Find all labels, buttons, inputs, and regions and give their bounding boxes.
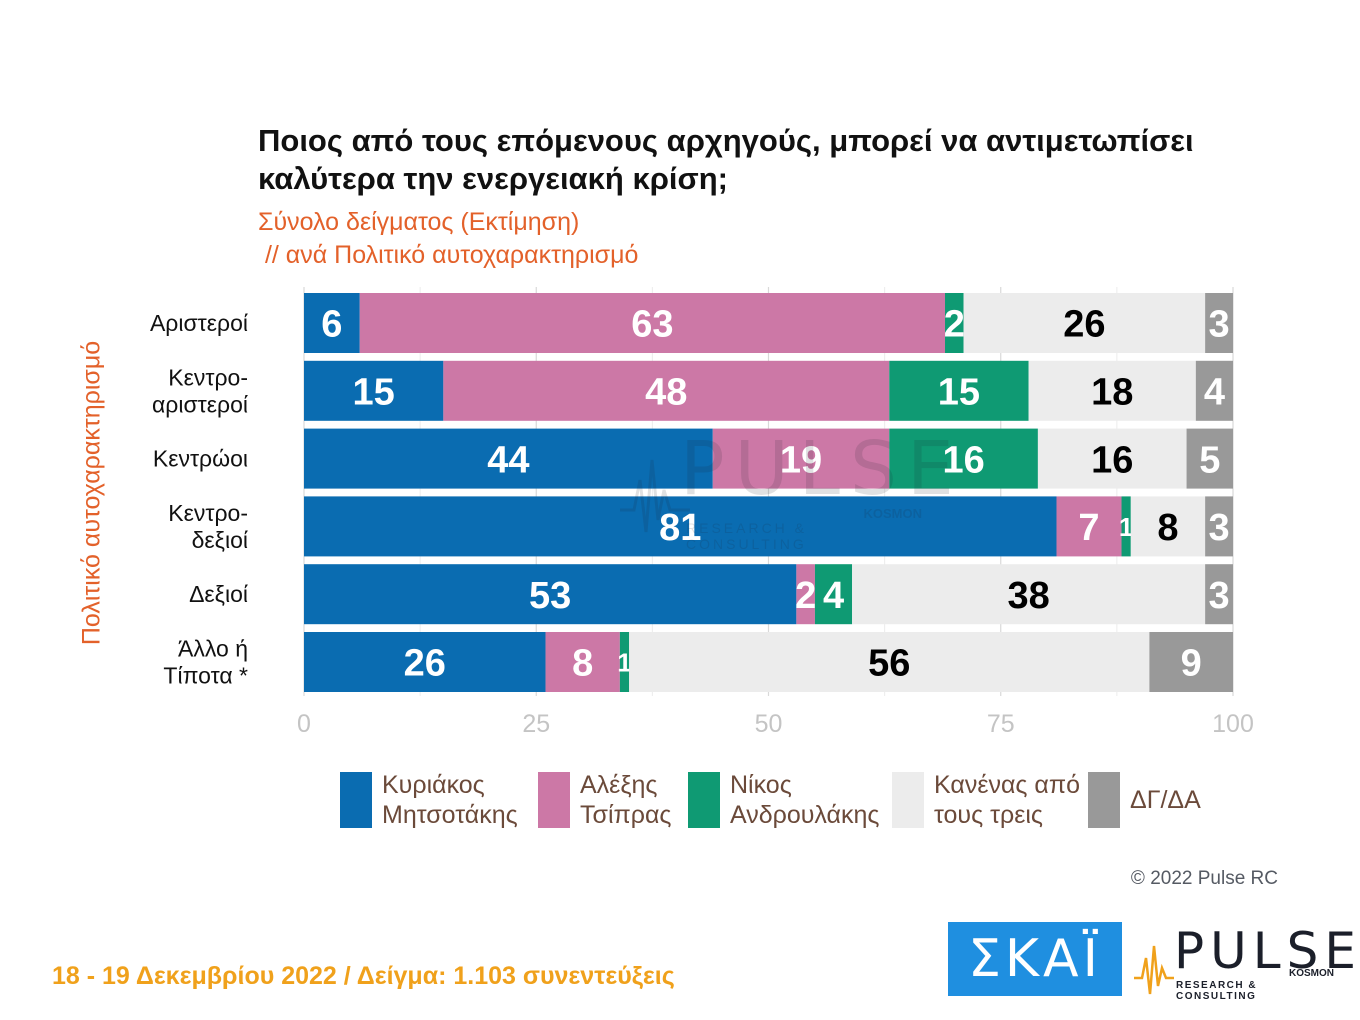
legend-label: Νίκος Ανδρουλάκης (730, 771, 880, 829)
bar-segment (1205, 496, 1233, 557)
x-tick-label: 25 (522, 710, 550, 738)
bar-segment (304, 496, 1057, 557)
bar-segment (1205, 293, 1233, 353)
bar-value-label: 16 (942, 439, 984, 481)
bar-value-label: 18 (1091, 371, 1133, 413)
bar-segment (1186, 428, 1233, 489)
pulse-wave-icon (1134, 945, 1174, 995)
bar-segment (814, 564, 853, 625)
bar-value-label: 63 (631, 304, 673, 346)
bar-segment (359, 293, 946, 353)
bar-segment (304, 632, 546, 692)
subtitle-line-2: // ανά Πολιτικό αυτοχαρακτηρισμό (258, 241, 639, 269)
chart-title: Ποιος από τους επόμενους αρχηγούς, μπορε… (258, 123, 1194, 196)
x-tick-label: 100 (1212, 710, 1254, 738)
bar-segment (619, 632, 630, 692)
bar-value-label: 8 (572, 643, 593, 685)
bar-segment (889, 360, 1029, 421)
bar-value-label: 1 (617, 647, 631, 677)
legend-swatch (1088, 772, 1120, 828)
legend-label: Κανένας από τους τρεις (934, 771, 1081, 829)
bar-segment (945, 293, 964, 353)
x-tick-label: 50 (755, 710, 783, 738)
pulse-kosmon: KOSMON (1289, 968, 1334, 979)
bar-segment (304, 428, 713, 489)
bar-segment (1121, 496, 1131, 557)
category-label: Δεξιοί (189, 581, 248, 607)
bar-value-label: 7 (1078, 507, 1099, 549)
bar-segment (304, 360, 444, 421)
bar-value-label: 26 (1063, 304, 1105, 346)
bar-value-label: 26 (404, 643, 446, 685)
pulse-subtitle: RESEARCH & CONSULTING (1176, 980, 1258, 1002)
bar-value-label: 19 (780, 439, 822, 481)
bar-value-label: 4 (1204, 371, 1225, 413)
bar-segment (852, 564, 1206, 625)
bar-value-label: 44 (487, 439, 529, 481)
legend-swatch (688, 772, 720, 828)
subtitle-line-1: Σύνολο δείγματος (Εκτίμηση) (258, 208, 580, 236)
bar-value-label: 56 (868, 643, 910, 685)
bar-value-label: 38 (1007, 575, 1049, 617)
skai-logo: ΣΚΑΪ (948, 922, 1122, 996)
legend-label: ΔΓ/ΔΑ (1130, 786, 1201, 814)
bar-segment (1028, 360, 1196, 421)
chart-subtitle: Σύνολο δείγματος (Εκτίμηση) // ανά Πολιτ… (258, 206, 638, 272)
bar-segment (629, 632, 1150, 692)
bar-segment (889, 428, 1038, 489)
bar-segment (1056, 496, 1122, 557)
bar-segment (712, 428, 890, 489)
bar-segment (796, 564, 815, 625)
bar-value-label: 15 (938, 371, 980, 413)
legend-label: Αλέξης Τσίπρας (580, 771, 672, 829)
bar-value-label: 15 (353, 371, 395, 413)
bar-segment (1205, 564, 1233, 625)
x-tick-label: 75 (987, 710, 1015, 738)
bar-value-label: 16 (1091, 439, 1133, 481)
bar-value-label: 3 (1208, 507, 1229, 549)
bar-value-label: 3 (1208, 575, 1229, 617)
pulse-wordmark: PULSE (1174, 922, 1360, 980)
bar-segment (963, 293, 1206, 353)
bar-segment (1037, 428, 1187, 489)
bar-value-label: 2 (944, 304, 965, 346)
bar-value-label: 1 (1119, 512, 1133, 542)
bar-value-label: 3 (1208, 304, 1229, 346)
legend-swatch (340, 772, 372, 828)
bar-segment (1149, 632, 1233, 692)
bar-segment (443, 360, 890, 421)
bar-value-label: 4 (823, 575, 844, 617)
bar-value-label: 48 (645, 371, 687, 413)
legend-swatch (538, 772, 570, 828)
bar-segment (304, 564, 797, 625)
copyright: © 2022 Pulse RC (1130, 868, 1278, 889)
legend-label: Κυριάκος Μητσοτάκης (382, 771, 518, 829)
category-label: Κεντρώοι (153, 446, 248, 472)
bar-value-label: 2 (795, 575, 816, 617)
bar-segment (545, 632, 620, 692)
x-tick-label: 0 (297, 710, 311, 738)
bar-value-label: 9 (1181, 643, 1202, 685)
pulse-logo: PULSE KOSMON RESEARCH & CONSULTING (1134, 922, 1356, 1002)
category-label: Κεντρο-δεξιοί (168, 500, 248, 553)
category-label: Αριστεροί (150, 310, 248, 336)
legend-swatch (892, 772, 924, 828)
bar-value-label: 53 (529, 575, 571, 617)
bar-value-label: 6 (321, 304, 342, 346)
bar-value-label: 8 (1157, 507, 1178, 549)
bar-value-label: 81 (659, 507, 701, 549)
bar-segment (1195, 360, 1233, 421)
category-label: Κεντρο-αριστεροί (152, 364, 248, 417)
bar-segment (1130, 496, 1206, 557)
bar-value-label: 5 (1199, 439, 1220, 481)
footer-date-sample: 18 - 19 Δεκεμβρίου 2022 / Δείγμα: 1.103 … (52, 962, 675, 990)
category-label: Άλλο ή Τίποτα * (163, 636, 248, 689)
bar-segment (304, 293, 360, 353)
